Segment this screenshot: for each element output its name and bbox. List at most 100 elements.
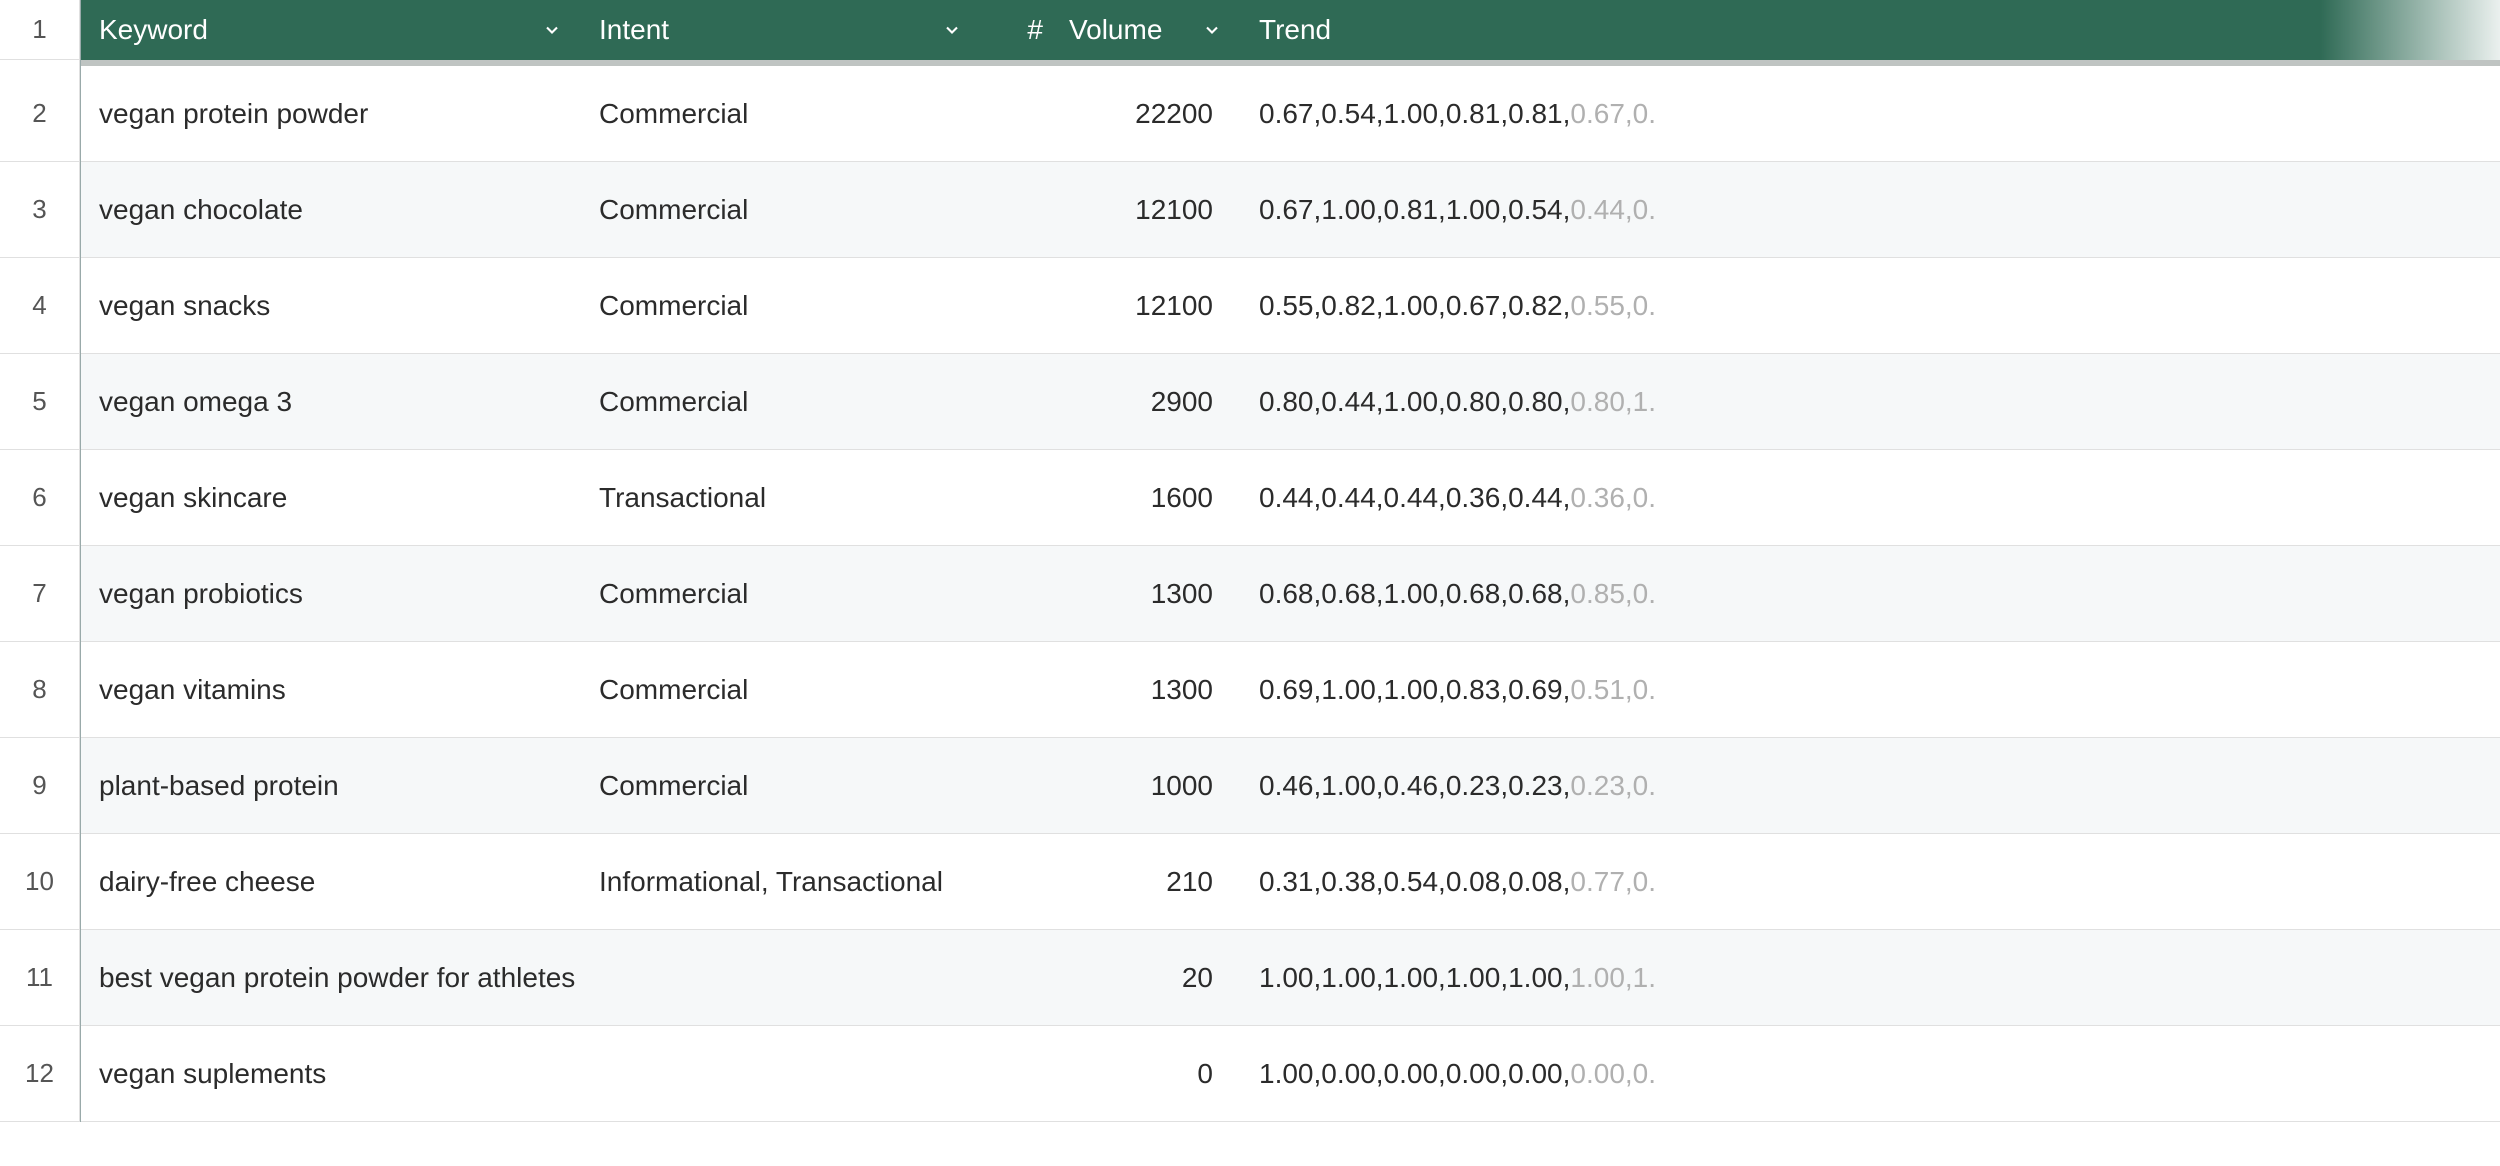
- cell-hash[interactable]: [981, 642, 1051, 737]
- cell-volume[interactable]: 1300: [1051, 642, 1241, 737]
- cell-keyword[interactable]: vegan probiotics: [81, 546, 581, 641]
- cell-volume[interactable]: 0: [1051, 1026, 1241, 1121]
- trend-values: 0.67,1.00,0.81,1.00,0.54,: [1259, 194, 1570, 225]
- row-number[interactable]: 11: [0, 930, 80, 1026]
- column-header-intent[interactable]: Intent: [581, 0, 981, 60]
- table-row: vegan vitaminsCommercial 13000.69,1.00,1.…: [81, 642, 2500, 738]
- cell-volume[interactable]: 1600: [1051, 450, 1241, 545]
- trend-values-overflow: 0.55,0.: [1570, 290, 1656, 321]
- cell-intent[interactable]: Commercial: [581, 354, 981, 449]
- cell-volume[interactable]: 1300: [1051, 546, 1241, 641]
- row-number[interactable]: 6: [0, 450, 80, 546]
- row-number[interactable]: 9: [0, 738, 80, 834]
- cell-trend[interactable]: 0.67,1.00,0.81,1.00,0.54,0.44,0.: [1241, 162, 2500, 257]
- row-number[interactable]: 2: [0, 66, 80, 162]
- column-header-label: Trend: [1259, 14, 1331, 46]
- cell-intent[interactable]: Commercial: [581, 738, 981, 833]
- column-header-label: #: [1027, 14, 1043, 46]
- cell-volume[interactable]: 210: [1051, 834, 1241, 929]
- row-number-header[interactable]: 1: [0, 0, 80, 60]
- cell-intent[interactable]: Commercial: [581, 258, 981, 353]
- table-row: vegan suplements01.00,0.00,0.00,0.00,0.0…: [81, 1026, 2500, 1122]
- cell-intent[interactable]: [581, 1026, 981, 1121]
- cell-hash[interactable]: [981, 1026, 1051, 1121]
- cell-intent[interactable]: Commercial: [581, 546, 981, 641]
- cell-trend[interactable]: 0.68,0.68,1.00,0.68,0.68,0.85,0.: [1241, 546, 2500, 641]
- cell-volume[interactable]: 22200: [1051, 66, 1241, 161]
- table-row: dairy-free cheeseInformational, Transact…: [81, 834, 2500, 930]
- cell-intent[interactable]: Transactional: [581, 450, 981, 545]
- column-header-volume[interactable]: Volume: [1051, 0, 1241, 60]
- trend-values-overflow: 0.00,0.: [1570, 1058, 1656, 1089]
- cell-trend[interactable]: 0.80,0.44,1.00,0.80,0.80,0.80,1.: [1241, 354, 2500, 449]
- cell-hash[interactable]: [981, 66, 1051, 161]
- cell-volume[interactable]: 1000: [1051, 738, 1241, 833]
- cell-volume[interactable]: 20: [1051, 930, 1241, 1025]
- cell-trend[interactable]: 1.00,0.00,0.00,0.00,0.00,0.00,0.: [1241, 1026, 2500, 1121]
- cell-trend[interactable]: 0.44,0.44,0.44,0.36,0.44,0.36,0.: [1241, 450, 2500, 545]
- row-number[interactable]: 3: [0, 162, 80, 258]
- row-number[interactable]: 12: [0, 1026, 80, 1122]
- row-number[interactable]: 4: [0, 258, 80, 354]
- cell-hash[interactable]: [981, 162, 1051, 257]
- cell-intent[interactable]: Informational, Transactional: [581, 834, 981, 929]
- column-header-keyword[interactable]: Keyword: [81, 0, 581, 60]
- chevron-down-icon[interactable]: [941, 19, 963, 41]
- row-number[interactable]: 5: [0, 354, 80, 450]
- trend-values-overflow: 0.77,0.: [1570, 866, 1656, 897]
- trend-values: 1.00,1.00,1.00,1.00,1.00,: [1259, 962, 1570, 993]
- trend-values-overflow: 0.36,0.: [1570, 482, 1656, 513]
- cell-intent[interactable]: Commercial: [581, 642, 981, 737]
- table-row: vegan protein powderCommercial222000.67,…: [81, 66, 2500, 162]
- cell-volume[interactable]: 2900: [1051, 354, 1241, 449]
- cell-hash[interactable]: [981, 258, 1051, 353]
- cell-trend[interactable]: 0.31,0.38,0.54,0.08,0.08,0.77,0.: [1241, 834, 2500, 929]
- cell-keyword[interactable]: vegan snacks: [81, 258, 581, 353]
- cell-intent[interactable]: Commercial: [581, 162, 981, 257]
- cell-keyword[interactable]: vegan suplements: [81, 1026, 581, 1121]
- column-header-label: Volume: [1069, 14, 1162, 46]
- cell-trend[interactable]: 0.67,0.54,1.00,0.81,0.81,0.67,0.: [1241, 66, 2500, 161]
- trend-values-overflow: 0.44,0.: [1570, 194, 1656, 225]
- cell-hash[interactable]: [981, 354, 1051, 449]
- cell-keyword[interactable]: vegan chocolate: [81, 162, 581, 257]
- cell-trend[interactable]: 1.00,1.00,1.00,1.00,1.00,1.00,1.: [1241, 930, 2500, 1025]
- trend-values: 0.55,0.82,1.00,0.67,0.82,: [1259, 290, 1570, 321]
- trend-values: 0.67,0.54,1.00,0.81,0.81,: [1259, 98, 1570, 129]
- row-number[interactable]: 8: [0, 642, 80, 738]
- cell-hash[interactable]: [981, 546, 1051, 641]
- row-number[interactable]: 7: [0, 546, 80, 642]
- cell-keyword[interactable]: plant-based protein: [81, 738, 581, 833]
- spreadsheet: 1 23456789101112 Keyword Intent # Volume Tre…: [0, 0, 2500, 1122]
- cell-keyword[interactable]: best vegan protein powder for athletes: [81, 930, 581, 1025]
- column-header-hash[interactable]: #: [981, 0, 1051, 60]
- cell-volume[interactable]: 12100: [1051, 258, 1241, 353]
- cell-keyword[interactable]: vegan omega 3: [81, 354, 581, 449]
- trend-values: 1.00,0.00,0.00,0.00,0.00,: [1259, 1058, 1570, 1089]
- chevron-down-icon[interactable]: [541, 19, 563, 41]
- cell-trend[interactable]: 0.69,1.00,1.00,0.83,0.69,0.51,0.: [1241, 642, 2500, 737]
- column-header-label: Keyword: [99, 14, 208, 46]
- chevron-down-icon[interactable]: [1201, 19, 1223, 41]
- table-row: best vegan protein powder for athletes 20…: [81, 930, 2500, 1026]
- trend-values-overflow: 0.80,1.: [1570, 386, 1656, 417]
- cell-hash[interactable]: [981, 834, 1051, 929]
- header-row: Keyword Intent # Volume Trend: [81, 0, 2500, 60]
- cell-keyword[interactable]: vegan protein powder: [81, 66, 581, 161]
- row-number[interactable]: 10: [0, 834, 80, 930]
- cell-keyword[interactable]: dairy-free cheese: [81, 834, 581, 929]
- cell-volume[interactable]: 12100: [1051, 162, 1241, 257]
- cell-keyword[interactable]: vegan vitamins: [81, 642, 581, 737]
- cell-intent[interactable]: [581, 930, 981, 1025]
- column-header-trend[interactable]: Trend: [1241, 0, 2500, 60]
- cell-hash[interactable]: [981, 450, 1051, 545]
- cell-trend[interactable]: 0.46,1.00,0.46,0.23,0.23,0.23,0.: [1241, 738, 2500, 833]
- cell-intent[interactable]: Commercial: [581, 66, 981, 161]
- table-row: vegan probioticsCommercial 13000.68,0.68,…: [81, 546, 2500, 642]
- trend-values: 0.31,0.38,0.54,0.08,0.08,: [1259, 866, 1570, 897]
- cell-keyword[interactable]: vegan skincare: [81, 450, 581, 545]
- cell-hash[interactable]: [981, 930, 1051, 1025]
- trend-values-overflow: 1.00,1.: [1570, 962, 1656, 993]
- cell-trend[interactable]: 0.55,0.82,1.00,0.67,0.82,0.55,0.: [1241, 258, 2500, 353]
- cell-hash[interactable]: [981, 738, 1051, 833]
